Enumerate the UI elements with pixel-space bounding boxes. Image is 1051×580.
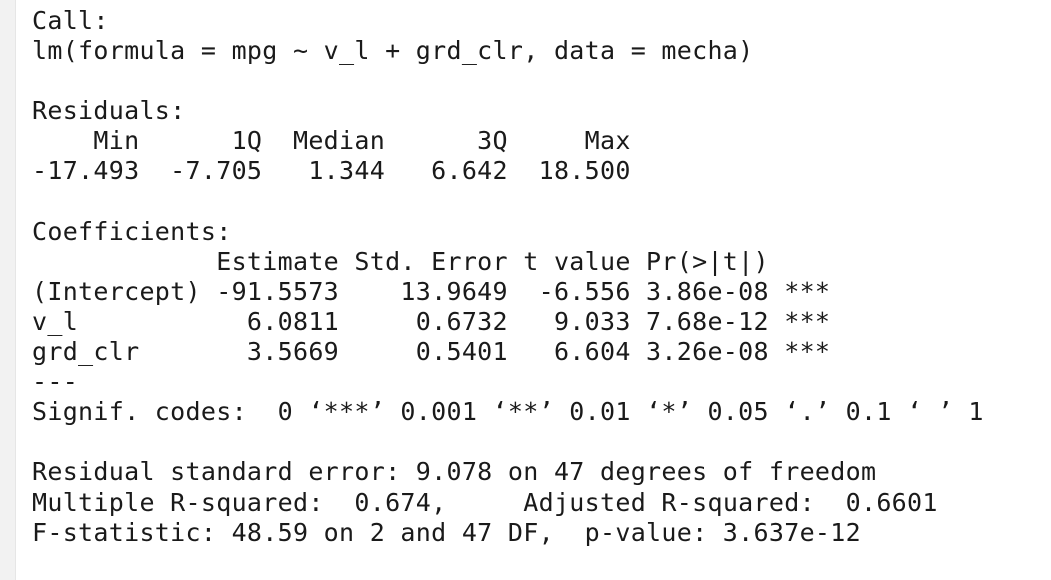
blank-line [32, 427, 984, 457]
call-heading: Call: [32, 6, 109, 35]
regression-summary-text[interactable]: Call: lm(formula = mpg ~ v_l + grd_clr, d… [32, 6, 984, 548]
blank-line [32, 66, 984, 96]
residuals-heading: Residuals: [32, 96, 186, 126]
coefficient-row-v-l: v_l 6.0811 0.6732 9.033 7.68e-12 *** [32, 306, 831, 336]
f-statistic-line: F-statistic: 48.59 on 2 and 47 DF, p-val… [32, 517, 861, 547]
residuals-values-row: -17.493 -7.705 1.344 6.642 18.500 [32, 156, 647, 186]
coefficient-row-grd-clr: grd_clr 3.5669 0.5401 6.604 3.26e-08 *** [32, 337, 831, 367]
call-formula: lm(formula = mpg ~ v_l + grd_clr, data =… [32, 36, 754, 66]
coefficients-header-row: Estimate Std. Error t value Pr(>|t|) [32, 246, 831, 276]
separator-line: --- [32, 367, 79, 397]
r-squared-line: Multiple R-squared: 0.674, Adjusted R-sq… [32, 487, 954, 517]
signif-codes-legend: Signif. codes: 0 ‘***’ 0.001 ‘**’ 0.01 ‘… [32, 397, 984, 427]
coefficient-row-intercept: (Intercept) -91.5573 13.9649 -6.556 3.86… [32, 276, 831, 306]
residuals-header-row: Min 1Q Median 3Q Max [32, 126, 647, 156]
residual-standard-error: Residual standard error: 9.078 on 47 deg… [32, 457, 877, 487]
console-gutter [0, 0, 16, 580]
blank-line [32, 187, 984, 217]
coefficients-heading: Coefficients: [32, 216, 232, 246]
